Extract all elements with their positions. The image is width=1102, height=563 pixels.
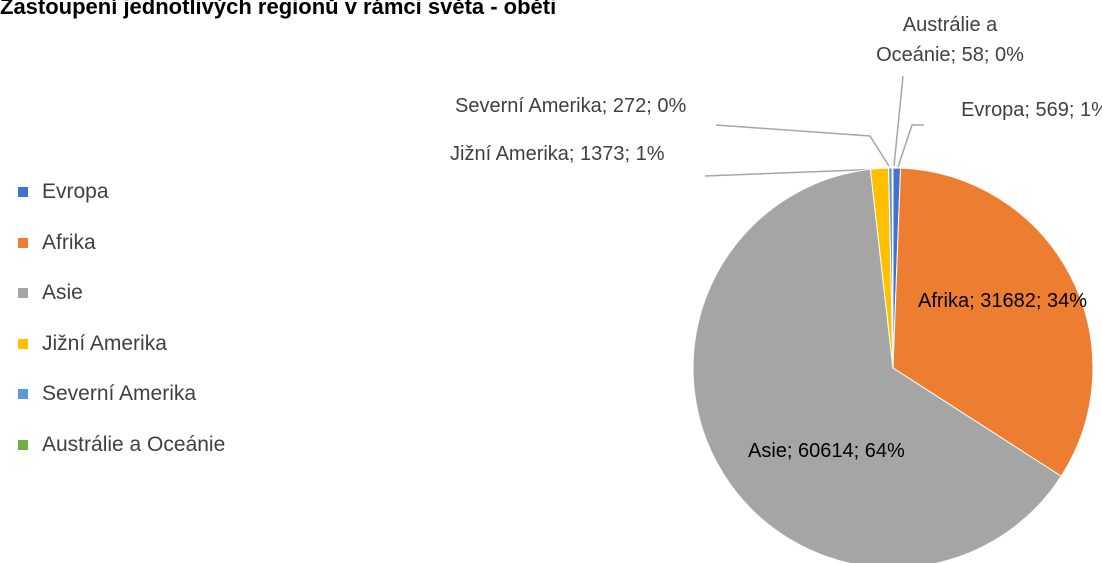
legend-item: Evropa (18, 180, 109, 204)
leader-line (897, 124, 924, 168)
legend-label: Evropa (42, 180, 109, 203)
legend-item: Jižní Amerika (18, 332, 167, 356)
legend-item: Asie (18, 281, 83, 305)
chart-title: Zastoupení jednotlivých regionů v rámci … (0, 0, 557, 19)
legend-label: Austrálie a Oceánie (42, 432, 226, 456)
legend-swatch (18, 187, 28, 197)
data-label: Jižní Amerika; 1373; 1% (450, 143, 665, 165)
legend-swatch (18, 288, 28, 298)
legend-swatch (18, 338, 28, 349)
slice (891, 167, 894, 369)
data-label: Austrálie a Oceánie; 58; 0% (876, 14, 1024, 66)
leader-lines (704, 75, 924, 177)
data-label: Evropa; 569; 1% (961, 99, 1102, 121)
leader-line (704, 168, 885, 177)
legend-label: Asie (42, 281, 83, 304)
data-label: Asie; 60614; 64% (748, 440, 905, 462)
data-label: Severní Amerika; 272; 0% (455, 95, 687, 117)
slice (892, 167, 1094, 477)
legend-item: Afrika (18, 231, 96, 255)
legend-item: Severní Amerika (18, 382, 196, 406)
legend-swatch (18, 237, 28, 248)
legend-label: Jižní Amerika (42, 331, 167, 355)
slice (692, 168, 1062, 563)
data-label: Afrika; 31682; 34% (918, 290, 1087, 312)
slices (692, 167, 1094, 563)
legend-item: Austrálie a Oceánie (18, 433, 225, 457)
legend-label: Severní Amerika (42, 382, 197, 405)
leader-line (893, 75, 904, 167)
legend-swatch (18, 439, 28, 450)
leader-line (715, 124, 890, 167)
legend-swatch (18, 389, 28, 399)
legend-label: Afrika (42, 230, 96, 254)
